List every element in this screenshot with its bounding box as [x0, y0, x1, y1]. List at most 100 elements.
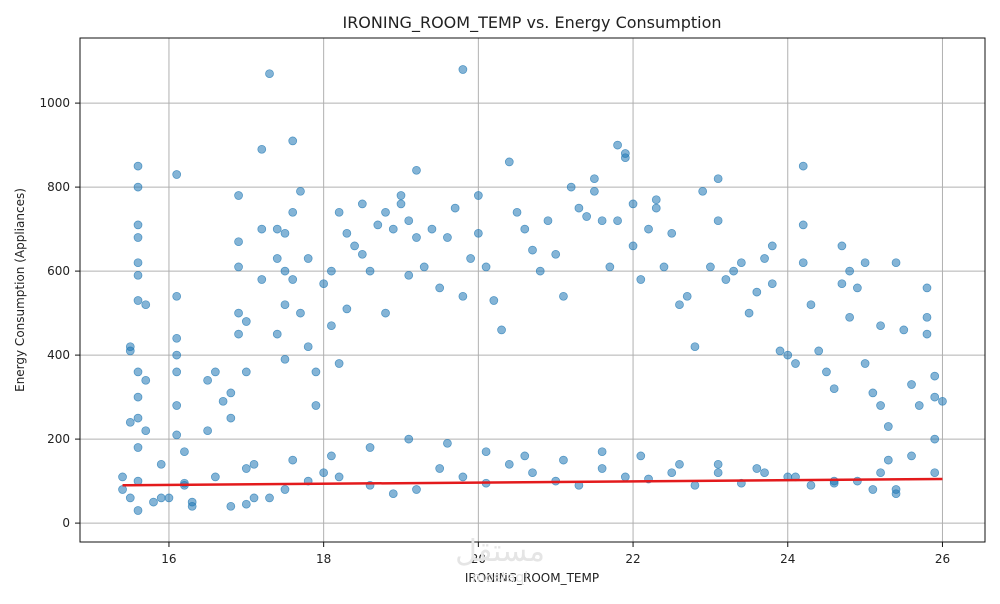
- data-point: [280, 485, 290, 494]
- data-point: [837, 241, 847, 251]
- data-point: [412, 165, 421, 175]
- data-point: [342, 304, 352, 314]
- data-point: [520, 224, 530, 234]
- data-point: [427, 224, 437, 234]
- data-point: [288, 275, 298, 284]
- data-point: [172, 367, 182, 377]
- data-point: [713, 216, 723, 226]
- data-point: [435, 283, 445, 293]
- data-point: [891, 258, 901, 268]
- data-point: [798, 220, 808, 230]
- data-point: [512, 207, 522, 217]
- x-tick-label: 26: [935, 552, 950, 566]
- data-point: [357, 199, 367, 209]
- data-point: [729, 266, 738, 276]
- data-point: [590, 174, 599, 184]
- data-point: [760, 468, 769, 478]
- data-point: [914, 401, 924, 410]
- x-tick-label: 20: [471, 552, 486, 566]
- data-point: [876, 321, 885, 331]
- data-point: [404, 434, 414, 444]
- data-point: [319, 468, 329, 478]
- data-point: [443, 438, 452, 448]
- data-point: [249, 459, 259, 469]
- data-point: [597, 464, 607, 473]
- data-point: [721, 275, 731, 284]
- data-point: [675, 300, 684, 310]
- data-point: [883, 422, 893, 431]
- data-point: [373, 220, 383, 230]
- data-point: [141, 300, 151, 310]
- data-point: [474, 191, 483, 200]
- data-point: [327, 451, 336, 461]
- data-point: [458, 65, 468, 74]
- data-point: [419, 262, 429, 272]
- y-tick-label: 600: [47, 264, 70, 278]
- data-point: [922, 329, 932, 339]
- data-point: [303, 342, 313, 352]
- data-point: [257, 144, 267, 154]
- data-point: [327, 266, 336, 276]
- data-point: [404, 270, 414, 280]
- data-point: [133, 220, 143, 230]
- data-point: [481, 447, 491, 457]
- data-point: [829, 384, 839, 394]
- data-point: [497, 325, 506, 335]
- data-point: [698, 186, 708, 196]
- data-point: [272, 329, 282, 339]
- data-point: [876, 401, 885, 410]
- data-point: [783, 350, 793, 360]
- data-point: [257, 275, 267, 284]
- data-point: [203, 375, 212, 385]
- data-point: [574, 203, 584, 213]
- data-point: [164, 493, 174, 503]
- data-point: [133, 296, 143, 305]
- data-point: [133, 182, 143, 192]
- data-point: [651, 195, 661, 205]
- data-point: [172, 170, 182, 179]
- data-point: [822, 367, 831, 377]
- data-point: [133, 413, 143, 423]
- data-point: [280, 300, 290, 310]
- data-point: [938, 396, 947, 406]
- data-point: [930, 371, 940, 381]
- y-tick-label: 800: [47, 180, 70, 194]
- data-point: [280, 266, 290, 276]
- y-tick-label: 200: [47, 432, 70, 446]
- data-point: [690, 342, 700, 352]
- data-point: [288, 455, 298, 465]
- data-point: [860, 359, 870, 368]
- data-point: [241, 499, 251, 509]
- data-point: [883, 455, 893, 465]
- data-point: [620, 472, 630, 482]
- data-point: [450, 203, 460, 213]
- data-point: [327, 321, 336, 331]
- data-point: [806, 300, 816, 310]
- data-point: [474, 228, 483, 238]
- data-point: [659, 262, 669, 272]
- data-point: [597, 216, 607, 226]
- y-tick-label: 0: [62, 516, 70, 530]
- data-point: [156, 459, 166, 469]
- data-point: [404, 216, 414, 226]
- data-point: [845, 312, 854, 322]
- data-point: [365, 266, 375, 276]
- data-point: [133, 443, 143, 452]
- data-points: [118, 65, 947, 515]
- data-point: [651, 203, 661, 213]
- data-point: [566, 182, 576, 192]
- data-point: [435, 464, 445, 473]
- data-point: [481, 262, 491, 272]
- chart-title: IRONING_ROOM_TEMP vs. Energy Consumption: [342, 13, 721, 33]
- data-point: [559, 455, 568, 465]
- data-point: [412, 485, 421, 494]
- data-point: [133, 233, 143, 242]
- data-point: [172, 430, 182, 440]
- data-point: [559, 291, 568, 301]
- data-point: [605, 262, 615, 272]
- data-point: [303, 254, 313, 263]
- data-point: [149, 497, 158, 507]
- data-point: [187, 501, 197, 511]
- watermark-logo-subtext: mostaql: [472, 570, 528, 586]
- data-point: [868, 485, 878, 494]
